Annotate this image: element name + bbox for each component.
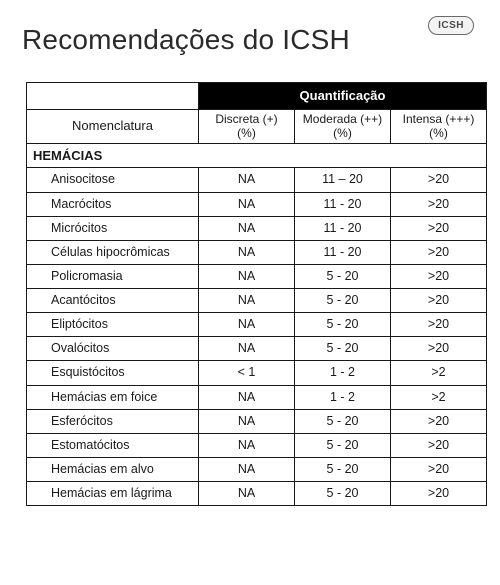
row-value-cell: >20 (391, 192, 487, 216)
row-value-cell: NA (199, 337, 295, 361)
row-name-cell: Hemácias em foice (27, 385, 199, 409)
row-value-cell: 11 - 20 (295, 216, 391, 240)
row-value-cell: >2 (391, 385, 487, 409)
row-value-cell: >20 (391, 433, 487, 457)
table-row: Hemácias em alvoNA5 - 20>20 (27, 457, 487, 481)
table-row: EsferócitosNA5 - 20>20 (27, 409, 487, 433)
row-value-cell: 5 - 20 (295, 264, 391, 288)
row-value-cell: >20 (391, 168, 487, 192)
row-value-cell: 11 – 20 (295, 168, 391, 192)
row-value-cell: NA (199, 482, 295, 506)
row-value-cell: >20 (391, 482, 487, 506)
row-name-cell: Anisocitose (27, 168, 199, 192)
col-moderada-header: Moderada (++) (%) (295, 109, 391, 143)
row-name-cell: Micrócitos (27, 216, 199, 240)
row-value-cell: 11 - 20 (295, 240, 391, 264)
quantification-header: Quantificação (199, 83, 487, 110)
row-value-cell: 5 - 20 (295, 482, 391, 506)
col-moderada-unit: (%) (297, 127, 388, 140)
row-value-cell: 5 - 20 (295, 289, 391, 313)
row-value-cell: 5 - 20 (295, 409, 391, 433)
row-value-cell: NA (199, 168, 295, 192)
table-body: HEMÁCIAS AnisocitoseNA11 – 20>20Macrócit… (27, 143, 487, 505)
row-value-cell: >20 (391, 216, 487, 240)
row-value-cell: >20 (391, 313, 487, 337)
row-name-cell: Estomatócitos (27, 433, 199, 457)
row-value-cell: NA (199, 313, 295, 337)
row-value-cell: NA (199, 240, 295, 264)
row-value-cell: NA (199, 192, 295, 216)
row-value-cell: 5 - 20 (295, 313, 391, 337)
row-name-cell: Eliptócitos (27, 313, 199, 337)
table-row: Hemácias em lágrimaNA5 - 20>20 (27, 482, 487, 506)
col-discreta-header: Discreta (+) (%) (199, 109, 295, 143)
icsh-logo-badge: ICSH (428, 16, 474, 35)
row-value-cell: NA (199, 433, 295, 457)
row-name-cell: Policromasia (27, 264, 199, 288)
row-value-cell: NA (199, 289, 295, 313)
table-corner-empty (27, 83, 199, 110)
row-value-cell: >2 (391, 361, 487, 385)
row-value-cell: >20 (391, 409, 487, 433)
row-value-cell: >20 (391, 457, 487, 481)
row-value-cell: 11 - 20 (295, 192, 391, 216)
slide-page: ICSH Recomendações do ICSH Quantificação… (0, 0, 500, 585)
row-name-cell: Acantócitos (27, 289, 199, 313)
row-name-cell: Células hipocrômicas (27, 240, 199, 264)
row-value-cell: NA (199, 409, 295, 433)
table-row: EliptócitosNA5 - 20>20 (27, 313, 487, 337)
table-row: MicrócitosNA11 - 20>20 (27, 216, 487, 240)
col-discreta-label: Discreta (+) (215, 112, 277, 126)
row-value-cell: >20 (391, 240, 487, 264)
row-value-cell: 5 - 20 (295, 433, 391, 457)
col-intensa-header: Intensa (+++) (%) (391, 109, 487, 143)
table-row: Células hipocrômicasNA11 - 20>20 (27, 240, 487, 264)
table-row: Esquistócitos< 11 - 2>2 (27, 361, 487, 385)
section-row-hemacias: HEMÁCIAS (27, 143, 487, 168)
row-name-cell: Macrócitos (27, 192, 199, 216)
row-name-cell: Hemácias em lágrima (27, 482, 199, 506)
page-title: Recomendações do ICSH (22, 24, 480, 56)
row-value-cell: NA (199, 216, 295, 240)
col-discreta-unit: (%) (201, 127, 292, 140)
row-value-cell: < 1 (199, 361, 295, 385)
row-value-cell: >20 (391, 264, 487, 288)
row-value-cell: >20 (391, 289, 487, 313)
col-intensa-unit: (%) (393, 127, 484, 140)
table-row: AnisocitoseNA11 – 20>20 (27, 168, 487, 192)
row-name-cell: Esferócitos (27, 409, 199, 433)
section-title-cell: HEMÁCIAS (27, 143, 487, 168)
table-row: MacrócitosNA11 - 20>20 (27, 192, 487, 216)
row-name-cell: Hemácias em alvo (27, 457, 199, 481)
row-value-cell: 1 - 2 (295, 361, 391, 385)
table-row: Hemácias em foiceNA1 - 2>2 (27, 385, 487, 409)
nomenclature-header: Nomenclatura (27, 109, 199, 143)
row-value-cell: NA (199, 457, 295, 481)
table-row: EstomatócitosNA5 - 20>20 (27, 433, 487, 457)
row-name-cell: Ovalócitos (27, 337, 199, 361)
table-row: OvalócitosNA5 - 20>20 (27, 337, 487, 361)
row-value-cell: NA (199, 385, 295, 409)
row-value-cell: 1 - 2 (295, 385, 391, 409)
row-name-cell: Esquistócitos (27, 361, 199, 385)
row-value-cell: NA (199, 264, 295, 288)
table-row: AcantócitosNA5 - 20>20 (27, 289, 487, 313)
col-intensa-label: Intensa (+++) (403, 112, 475, 126)
row-value-cell: >20 (391, 337, 487, 361)
row-value-cell: 5 - 20 (295, 337, 391, 361)
row-value-cell: 5 - 20 (295, 457, 391, 481)
table-row: PolicromasiaNA5 - 20>20 (27, 264, 487, 288)
recommendations-table: Quantificação Nomenclatura Discreta (+) … (26, 82, 487, 506)
col-moderada-label: Moderada (++) (303, 112, 382, 126)
